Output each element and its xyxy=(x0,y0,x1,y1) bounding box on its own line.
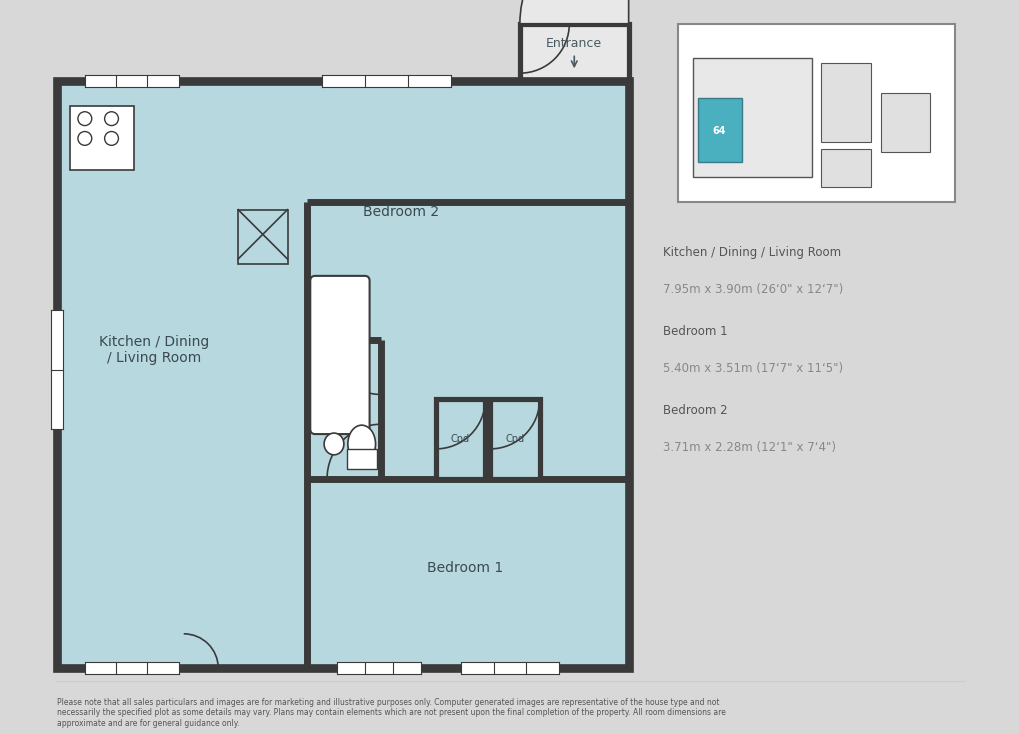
Ellipse shape xyxy=(347,425,375,462)
Text: Bedroom 1: Bedroom 1 xyxy=(427,561,503,575)
Bar xyxy=(322,75,450,87)
Bar xyxy=(880,93,929,152)
Bar xyxy=(461,663,558,675)
Text: Entrance: Entrance xyxy=(545,37,602,50)
Bar xyxy=(85,75,178,87)
Bar xyxy=(307,479,628,669)
Bar xyxy=(57,81,628,669)
Bar xyxy=(346,449,376,469)
Text: Cpd: Cpd xyxy=(504,434,524,444)
Text: Please note that all sales particulars and images are for marketing and illustra: Please note that all sales particulars a… xyxy=(57,698,726,728)
Bar xyxy=(820,63,870,142)
Text: 5.40m x 3.51m (17‘7" x 11‘5"): 5.40m x 3.51m (17‘7" x 11‘5") xyxy=(662,362,843,375)
Bar xyxy=(307,202,381,479)
Bar xyxy=(678,23,954,202)
FancyBboxPatch shape xyxy=(310,276,369,434)
Ellipse shape xyxy=(324,433,343,455)
Text: 7.95m x 3.90m (26‘0" x 12‘7"): 7.95m x 3.90m (26‘0" x 12‘7") xyxy=(662,283,843,296)
Text: Ground floor: Ground floor xyxy=(777,41,873,56)
Bar xyxy=(381,81,628,479)
Wedge shape xyxy=(520,0,628,23)
Bar xyxy=(70,106,135,170)
Bar xyxy=(697,98,742,162)
Bar xyxy=(490,399,539,479)
Text: 3.71m x 2.28m (12‘1" x 7‘4"): 3.71m x 2.28m (12‘1" x 7‘4") xyxy=(662,441,836,454)
Text: Bedroom 2: Bedroom 2 xyxy=(662,404,728,417)
Text: Cpd: Cpd xyxy=(450,434,470,444)
Text: Kitchen / Dining / Living Room: Kitchen / Dining / Living Room xyxy=(662,246,841,259)
Text: Bedroom 1: Bedroom 1 xyxy=(662,325,728,338)
Text: Kitchen / Dining
/ Living Room: Kitchen / Dining / Living Room xyxy=(99,335,209,365)
Bar xyxy=(51,310,63,429)
Bar xyxy=(307,81,520,340)
Text: Bedroom 2: Bedroom 2 xyxy=(363,205,439,219)
Bar xyxy=(57,81,628,669)
Bar xyxy=(692,58,811,177)
Bar xyxy=(435,399,485,479)
Bar xyxy=(85,663,178,675)
Text: 64: 64 xyxy=(712,126,726,136)
Bar xyxy=(336,663,421,675)
Bar xyxy=(520,23,628,81)
Bar xyxy=(820,149,870,187)
Bar xyxy=(237,210,287,264)
